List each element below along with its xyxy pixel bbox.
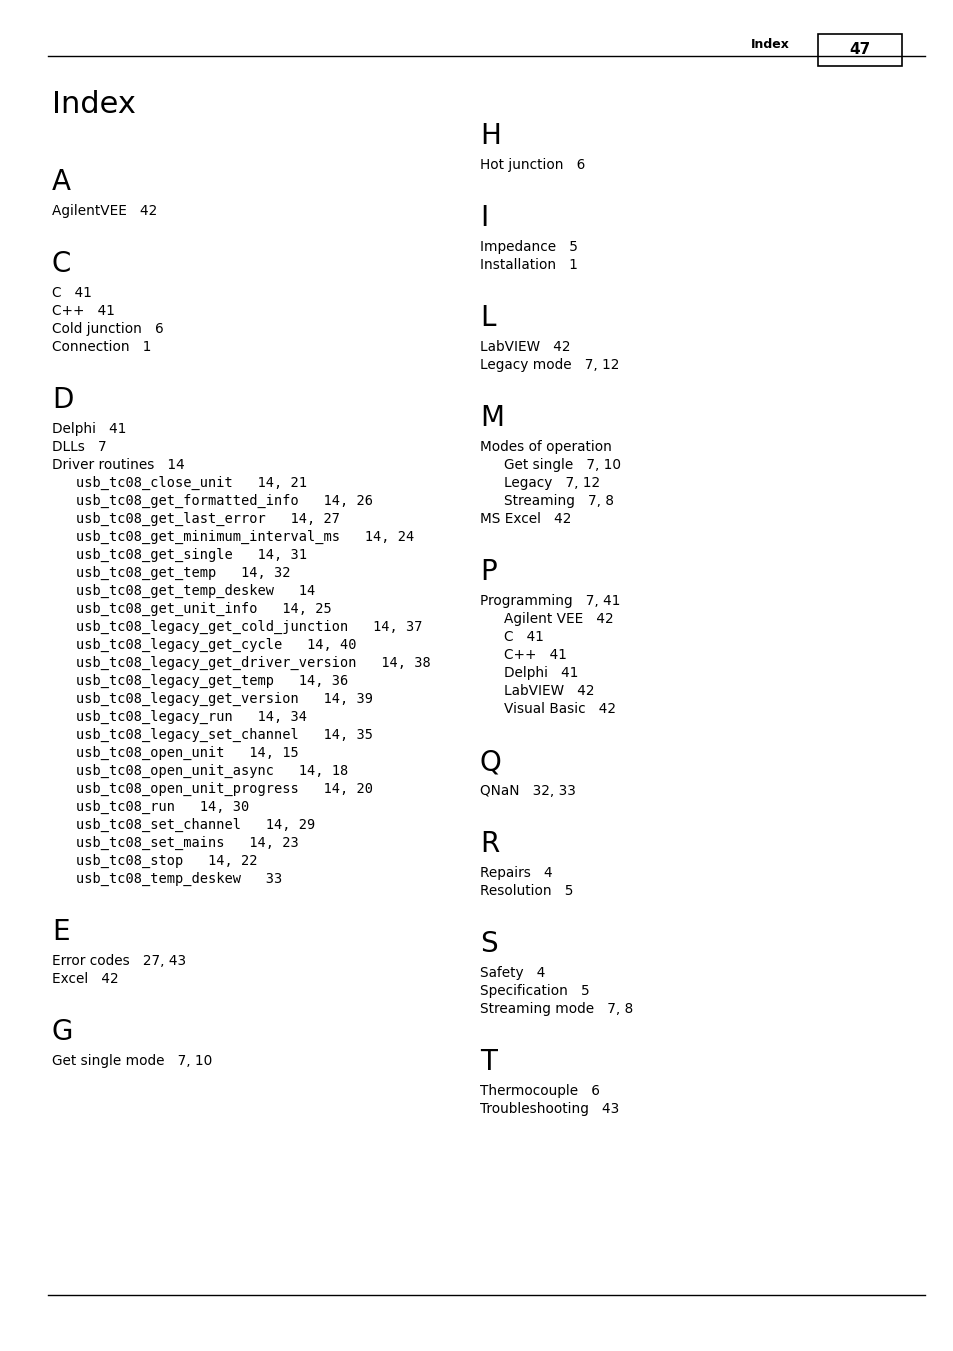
Text: Index: Index bbox=[52, 91, 135, 119]
Text: Programming   7, 41: Programming 7, 41 bbox=[479, 594, 619, 608]
Text: MS Excel   42: MS Excel 42 bbox=[479, 512, 571, 526]
Text: usb_tc08_get_last_error   14, 27: usb_tc08_get_last_error 14, 27 bbox=[76, 512, 339, 526]
Text: Installation   1: Installation 1 bbox=[479, 258, 578, 272]
Text: D: D bbox=[52, 386, 73, 413]
Text: C   41: C 41 bbox=[52, 286, 91, 300]
Text: usb_tc08_set_mains   14, 23: usb_tc08_set_mains 14, 23 bbox=[76, 836, 298, 850]
Text: Legacy   7, 12: Legacy 7, 12 bbox=[503, 476, 599, 490]
Text: C++   41: C++ 41 bbox=[503, 648, 566, 662]
Text: Error codes   27, 43: Error codes 27, 43 bbox=[52, 954, 186, 969]
Text: Streaming mode   7, 8: Streaming mode 7, 8 bbox=[479, 1002, 633, 1016]
Text: C   41: C 41 bbox=[503, 630, 543, 644]
Text: L: L bbox=[479, 304, 495, 332]
Text: Hot junction   6: Hot junction 6 bbox=[479, 158, 584, 172]
Text: usb_tc08_get_temp   14, 32: usb_tc08_get_temp 14, 32 bbox=[76, 566, 291, 580]
Text: G: G bbox=[52, 1019, 73, 1046]
Text: Resolution   5: Resolution 5 bbox=[479, 884, 573, 898]
Text: Modes of operation: Modes of operation bbox=[479, 440, 611, 454]
Text: Get single   7, 10: Get single 7, 10 bbox=[503, 458, 620, 471]
Text: 47: 47 bbox=[848, 42, 870, 58]
Text: Thermocouple   6: Thermocouple 6 bbox=[479, 1084, 599, 1098]
Text: C: C bbox=[52, 250, 71, 278]
Text: usb_tc08_get_unit_info   14, 25: usb_tc08_get_unit_info 14, 25 bbox=[76, 603, 332, 616]
Text: usb_tc08_legacy_set_channel   14, 35: usb_tc08_legacy_set_channel 14, 35 bbox=[76, 728, 373, 742]
Text: usb_tc08_get_minimum_interval_ms   14, 24: usb_tc08_get_minimum_interval_ms 14, 24 bbox=[76, 530, 414, 544]
Text: P: P bbox=[479, 558, 497, 586]
Text: LabVIEW   42: LabVIEW 42 bbox=[479, 340, 570, 354]
Text: Agilent VEE   42: Agilent VEE 42 bbox=[503, 612, 613, 626]
Text: Legacy mode   7, 12: Legacy mode 7, 12 bbox=[479, 358, 618, 372]
Text: Q: Q bbox=[479, 748, 501, 775]
Text: usb_tc08_legacy_get_cycle   14, 40: usb_tc08_legacy_get_cycle 14, 40 bbox=[76, 638, 356, 653]
Text: Visual Basic   42: Visual Basic 42 bbox=[503, 703, 616, 716]
Text: usb_tc08_legacy_get_version   14, 39: usb_tc08_legacy_get_version 14, 39 bbox=[76, 692, 373, 707]
Text: QNaN   32, 33: QNaN 32, 33 bbox=[479, 784, 576, 798]
Text: C++   41: C++ 41 bbox=[52, 304, 114, 317]
Text: usb_tc08_open_unit_progress   14, 20: usb_tc08_open_unit_progress 14, 20 bbox=[76, 782, 373, 796]
Text: Impedance   5: Impedance 5 bbox=[479, 240, 578, 254]
Text: Index: Index bbox=[750, 38, 789, 50]
Text: usb_tc08_open_unit_async   14, 18: usb_tc08_open_unit_async 14, 18 bbox=[76, 765, 348, 778]
Text: S: S bbox=[479, 929, 497, 958]
Text: H: H bbox=[479, 122, 500, 150]
Bar bbox=[817, 34, 901, 66]
Text: usb_tc08_set_channel   14, 29: usb_tc08_set_channel 14, 29 bbox=[76, 817, 314, 832]
Text: usb_tc08_close_unit   14, 21: usb_tc08_close_unit 14, 21 bbox=[76, 476, 307, 490]
Text: Delphi   41: Delphi 41 bbox=[52, 422, 126, 436]
Text: usb_tc08_get_temp_deskew   14: usb_tc08_get_temp_deskew 14 bbox=[76, 584, 314, 598]
Text: Repairs   4: Repairs 4 bbox=[479, 866, 552, 880]
Text: T: T bbox=[479, 1048, 497, 1075]
Text: Excel   42: Excel 42 bbox=[52, 971, 118, 986]
Text: usb_tc08_get_single   14, 31: usb_tc08_get_single 14, 31 bbox=[76, 549, 307, 562]
Text: LabVIEW   42: LabVIEW 42 bbox=[503, 684, 594, 698]
Text: Streaming   7, 8: Streaming 7, 8 bbox=[503, 494, 614, 508]
Text: usb_tc08_stop   14, 22: usb_tc08_stop 14, 22 bbox=[76, 854, 257, 869]
Text: I: I bbox=[479, 204, 488, 232]
Text: A: A bbox=[52, 168, 71, 196]
Text: usb_tc08_get_formatted_info   14, 26: usb_tc08_get_formatted_info 14, 26 bbox=[76, 494, 373, 508]
Text: Get single mode   7, 10: Get single mode 7, 10 bbox=[52, 1054, 212, 1069]
Text: AgilentVEE   42: AgilentVEE 42 bbox=[52, 204, 157, 218]
Text: E: E bbox=[52, 917, 70, 946]
Text: usb_tc08_open_unit   14, 15: usb_tc08_open_unit 14, 15 bbox=[76, 746, 298, 761]
Text: usb_tc08_run   14, 30: usb_tc08_run 14, 30 bbox=[76, 800, 249, 815]
Text: usb_tc08_legacy_get_driver_version   14, 38: usb_tc08_legacy_get_driver_version 14, 3… bbox=[76, 657, 431, 670]
Text: M: M bbox=[479, 404, 503, 432]
Text: Driver routines   14: Driver routines 14 bbox=[52, 458, 185, 471]
Text: R: R bbox=[479, 830, 498, 858]
Text: usb_tc08_legacy_get_temp   14, 36: usb_tc08_legacy_get_temp 14, 36 bbox=[76, 674, 348, 688]
Text: Specification   5: Specification 5 bbox=[479, 984, 589, 998]
Text: Connection   1: Connection 1 bbox=[52, 340, 152, 354]
Text: usb_tc08_legacy_run   14, 34: usb_tc08_legacy_run 14, 34 bbox=[76, 711, 307, 724]
Text: Troubleshooting   43: Troubleshooting 43 bbox=[479, 1102, 618, 1116]
Text: DLLs   7: DLLs 7 bbox=[52, 440, 107, 454]
Text: usb_tc08_temp_deskew   33: usb_tc08_temp_deskew 33 bbox=[76, 871, 282, 886]
Text: Delphi   41: Delphi 41 bbox=[503, 666, 578, 680]
Text: Safety   4: Safety 4 bbox=[479, 966, 545, 979]
Text: Cold junction   6: Cold junction 6 bbox=[52, 322, 164, 336]
Text: usb_tc08_legacy_get_cold_junction   14, 37: usb_tc08_legacy_get_cold_junction 14, 37 bbox=[76, 620, 422, 634]
